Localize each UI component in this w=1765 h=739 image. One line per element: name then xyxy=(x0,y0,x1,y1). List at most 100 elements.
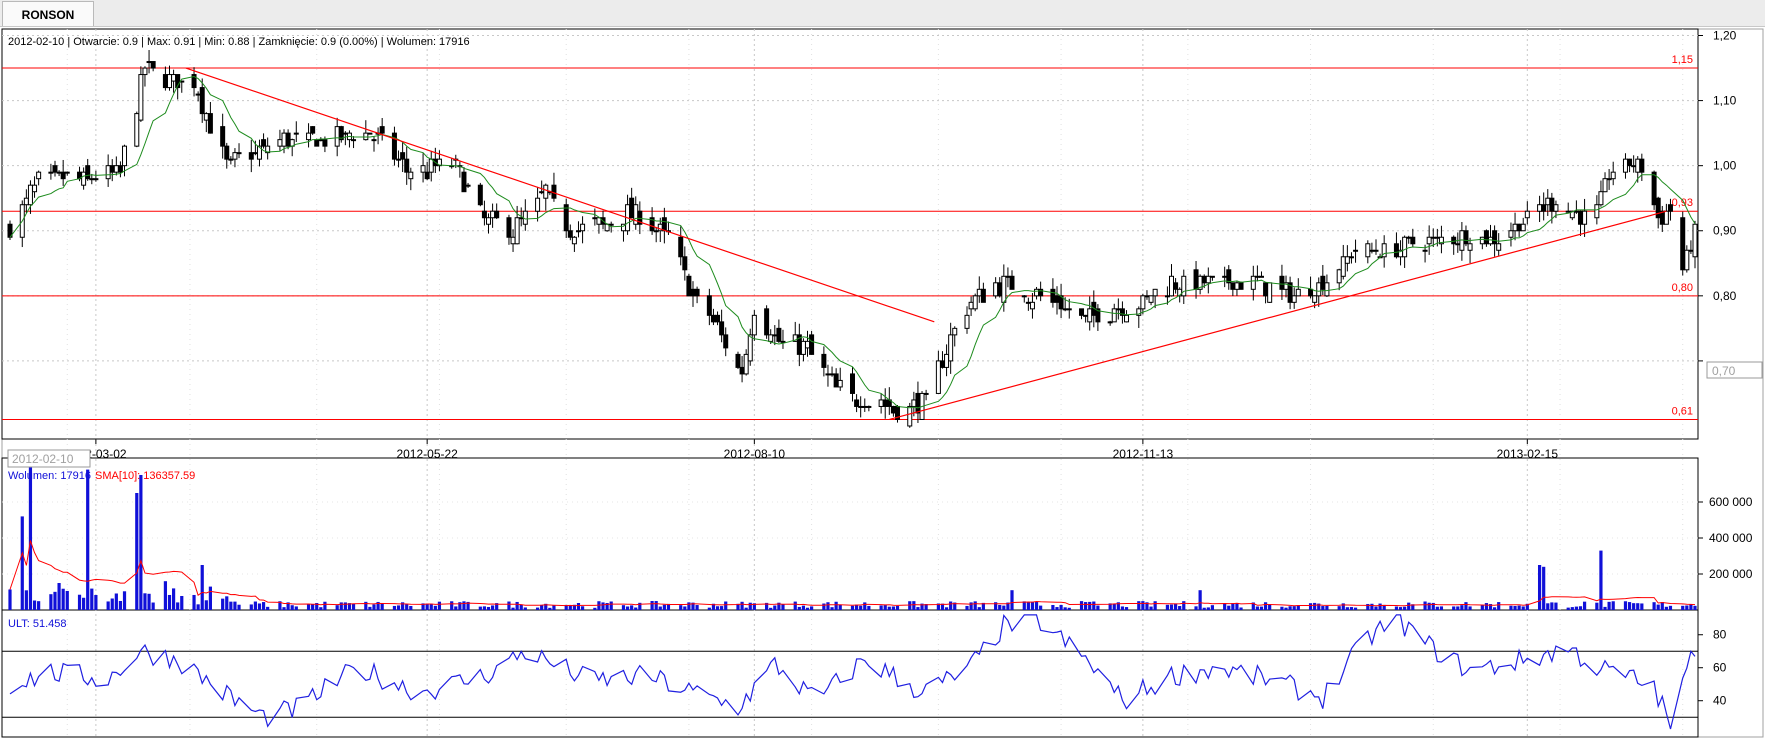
volume-bar xyxy=(601,602,605,610)
candle-body xyxy=(1009,275,1015,290)
volume-bar xyxy=(1153,601,1157,610)
volume-axis: 600 000 400 000 200 000 xyxy=(1698,495,1753,581)
volume-bar xyxy=(1059,604,1063,610)
volume-bar xyxy=(32,600,37,610)
volume-bar xyxy=(1394,606,1399,610)
volume-bar xyxy=(769,607,773,610)
candle-body xyxy=(146,61,152,64)
grid xyxy=(2,29,1698,737)
volume-bar xyxy=(1002,605,1006,610)
candle-body xyxy=(1622,158,1628,173)
candle-body xyxy=(1140,295,1146,310)
volume-bar xyxy=(176,602,180,610)
candle-body xyxy=(334,126,340,147)
candle-body xyxy=(1193,269,1199,290)
candle-body xyxy=(1111,308,1117,323)
volume-bar xyxy=(1088,601,1092,610)
volume-bar xyxy=(654,601,658,610)
volume-bar xyxy=(1378,603,1382,610)
volume-bar xyxy=(1353,607,1358,610)
volume-bar xyxy=(621,605,626,610)
candle-body xyxy=(1205,275,1211,284)
candle-body xyxy=(866,405,872,408)
price-tick-label: 1,00 xyxy=(1713,159,1737,173)
candle-body xyxy=(1438,236,1444,245)
candle-body xyxy=(1152,288,1158,297)
candle-body xyxy=(1598,191,1604,206)
volume-bar xyxy=(1141,601,1145,610)
candle-body xyxy=(915,392,921,414)
candle-body xyxy=(1667,204,1673,212)
volume-bar xyxy=(8,589,12,610)
volume-label: Wolumen: 17916 xyxy=(8,470,91,482)
candle-body xyxy=(379,126,385,134)
candle-body xyxy=(428,158,434,173)
volume-bar xyxy=(1206,607,1210,610)
candle-body xyxy=(1393,243,1399,258)
volume-bar xyxy=(576,603,581,610)
volume-bar xyxy=(838,604,842,610)
volume-bar xyxy=(335,605,339,610)
candle-body xyxy=(911,399,917,407)
volume-bar xyxy=(1137,601,1141,610)
ult-panel xyxy=(1,609,1699,738)
volume-bar xyxy=(895,605,900,610)
volume-bar xyxy=(679,605,683,610)
volume-bar xyxy=(793,601,797,610)
ult-levels xyxy=(2,650,1698,718)
volume-bar xyxy=(1456,606,1460,610)
volume-bar xyxy=(1092,601,1096,610)
candle-body xyxy=(1541,204,1547,212)
candle-body xyxy=(772,334,778,337)
volume-bar xyxy=(458,602,462,610)
volume-bar xyxy=(523,607,527,610)
volume-bar xyxy=(625,606,630,610)
candle-body xyxy=(1512,223,1518,232)
candle-body xyxy=(224,145,230,160)
volume-bar xyxy=(511,607,515,610)
candle-body xyxy=(23,197,29,206)
volume-bar xyxy=(196,604,200,610)
candle-body xyxy=(862,405,868,408)
candle-body xyxy=(1312,295,1318,303)
volume-bar xyxy=(773,605,777,610)
cursor-date-box xyxy=(7,449,91,468)
candle-body xyxy=(678,236,684,258)
candle-body xyxy=(1054,295,1060,303)
volume-bar xyxy=(65,590,69,610)
volume-bar xyxy=(908,601,912,610)
volume-bar xyxy=(1280,606,1284,610)
candle-body xyxy=(1316,282,1322,297)
candle-body xyxy=(837,379,843,388)
volume-bar xyxy=(752,603,756,610)
candle-body xyxy=(764,308,770,336)
candle-body xyxy=(1062,308,1068,311)
date-tick-label: 2012-11-13 xyxy=(1113,447,1174,461)
candle-body xyxy=(1406,236,1412,239)
candle-body xyxy=(1467,243,1473,251)
candle-body xyxy=(1230,282,1236,290)
volume-bar xyxy=(1341,603,1345,610)
candle-body xyxy=(1373,249,1379,252)
candle-body xyxy=(1348,256,1354,259)
volume-bar xyxy=(1582,601,1587,610)
candle-body xyxy=(171,74,177,82)
candle-body xyxy=(1549,197,1555,212)
volume-bar xyxy=(1685,605,1689,610)
candle-body xyxy=(1025,301,1031,304)
tab-ronson[interactable]: RONSON xyxy=(2,1,94,26)
candle-body xyxy=(682,256,688,271)
volume-bar xyxy=(401,602,405,610)
candle-body xyxy=(1181,275,1187,297)
candles xyxy=(7,50,1698,428)
candle-body xyxy=(980,288,986,303)
volume-bar xyxy=(1595,602,1599,610)
volume-bar xyxy=(94,595,98,610)
candle-body xyxy=(265,145,271,154)
volume-bar xyxy=(998,604,1002,610)
candle-body xyxy=(535,197,541,212)
volume-panel xyxy=(1,457,1699,611)
volume-bar xyxy=(20,516,24,610)
volume-bar xyxy=(221,598,225,610)
